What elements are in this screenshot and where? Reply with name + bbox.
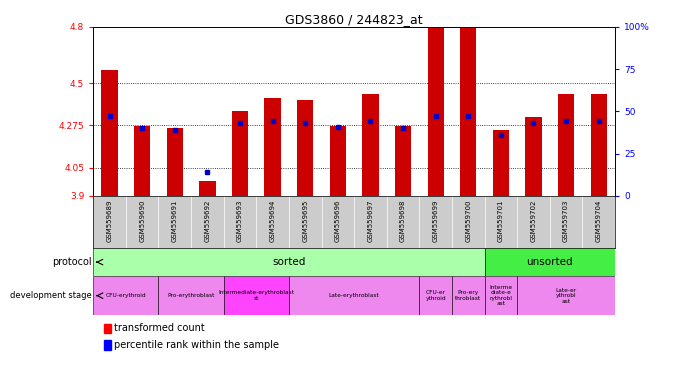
- Bar: [484, 276, 517, 315]
- Bar: [428, 27, 444, 196]
- Text: sorted: sorted: [272, 257, 305, 267]
- Text: Late-erythroblast: Late-erythroblast: [329, 293, 379, 298]
- Text: GSM559692: GSM559692: [205, 200, 210, 242]
- Bar: [167, 128, 183, 196]
- Text: GSM559698: GSM559698: [400, 200, 406, 242]
- Bar: [484, 248, 615, 276]
- Text: GSM559700: GSM559700: [465, 200, 471, 242]
- Text: transformed count: transformed count: [114, 323, 205, 333]
- Text: GSM559703: GSM559703: [563, 200, 569, 242]
- Text: Interme
diate-e
rythrobl
ast: Interme diate-e rythrobl ast: [489, 285, 513, 306]
- Bar: [525, 117, 542, 196]
- Text: CFU-erythroid: CFU-erythroid: [106, 293, 146, 298]
- Bar: [517, 276, 615, 315]
- Bar: [297, 100, 314, 196]
- Text: GSM559704: GSM559704: [596, 200, 602, 242]
- Text: Pro-ery
throblast: Pro-ery throblast: [455, 290, 482, 301]
- Text: Late-er
ythrobl
ast: Late-er ythrobl ast: [556, 288, 577, 304]
- Bar: [104, 340, 111, 350]
- Text: development stage: development stage: [10, 291, 92, 300]
- Text: GSM559694: GSM559694: [269, 200, 276, 242]
- Bar: [199, 181, 216, 196]
- Bar: [395, 126, 411, 196]
- Bar: [158, 276, 224, 315]
- Title: GDS3860 / 244823_at: GDS3860 / 244823_at: [285, 13, 423, 26]
- Text: GSM559699: GSM559699: [433, 200, 439, 242]
- Bar: [104, 324, 111, 333]
- Bar: [224, 276, 289, 315]
- Bar: [265, 98, 281, 196]
- Text: Intermediate-erythroblast
st: Intermediate-erythroblast st: [218, 290, 294, 301]
- Text: Pro-erythroblast: Pro-erythroblast: [167, 293, 215, 298]
- Text: GSM559697: GSM559697: [368, 200, 373, 242]
- Text: GSM559690: GSM559690: [139, 200, 145, 242]
- Text: GSM559689: GSM559689: [106, 200, 113, 242]
- Bar: [93, 276, 158, 315]
- Bar: [362, 94, 379, 196]
- Text: protocol: protocol: [52, 257, 92, 267]
- Text: GSM559701: GSM559701: [498, 200, 504, 242]
- Bar: [330, 126, 346, 196]
- Bar: [493, 130, 509, 196]
- Bar: [452, 276, 484, 315]
- Bar: [558, 94, 574, 196]
- Bar: [102, 70, 117, 196]
- Text: GSM559696: GSM559696: [335, 200, 341, 242]
- Text: GSM559702: GSM559702: [531, 200, 536, 242]
- Bar: [419, 276, 452, 315]
- Text: unsorted: unsorted: [527, 257, 573, 267]
- Bar: [134, 126, 151, 196]
- Bar: [289, 276, 419, 315]
- Bar: [93, 248, 484, 276]
- Text: CFU-er
ythroid: CFU-er ythroid: [426, 290, 446, 301]
- Bar: [460, 27, 476, 196]
- Bar: [591, 94, 607, 196]
- Text: GSM559691: GSM559691: [172, 200, 178, 242]
- Text: GSM559695: GSM559695: [302, 200, 308, 242]
- Bar: [232, 111, 248, 196]
- Text: percentile rank within the sample: percentile rank within the sample: [114, 340, 279, 350]
- Text: GSM559693: GSM559693: [237, 200, 243, 242]
